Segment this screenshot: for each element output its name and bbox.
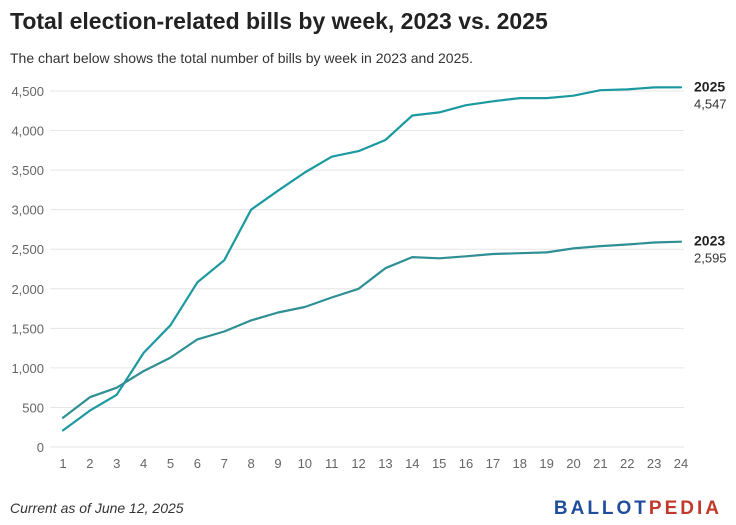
y-tick-label: 1,500 [11,321,44,336]
x-axis: 1 2 3 4 5 6 7 8 9 10 11 12 13 14 15 16 17 18 19 20 21 22 23 24 [59,456,688,471]
y-tick-label: 3,500 [11,163,44,178]
x-tick-label: 15 [432,456,446,471]
y-tick-label: 1,000 [11,361,44,376]
chart-subtitle: The chart below shows the total number o… [10,50,474,66]
x-tick-label: 1 [59,456,66,471]
x-tick-label: 16 [459,456,473,471]
ballotpedia-logo: BALLOTPEDIA [554,498,722,520]
x-tick-label: 20 [566,456,580,471]
x-tick-label: 11 [325,456,339,471]
x-tick-label: 6 [194,456,201,471]
x-tick-label: 22 [620,456,634,471]
x-tick-label: 14 [405,456,419,471]
chart-title: Total election-related bills by week, 20… [10,8,548,34]
series-line-2025 [61,86,683,432]
series-name-label-2023: 2023 [694,233,725,249]
x-tick-label: 18 [513,456,527,471]
logo-part-pedia: PEDIA [648,498,722,519]
series-lines [61,86,683,432]
x-tick-label: 7 [221,456,228,471]
x-tick-label: 12 [351,456,365,471]
x-tick-label: 4 [140,456,147,471]
y-axis: 0 500 1,000 1,500 2,000 2,500 3,000 3,500 4,000 4… [11,84,44,455]
series-value-label-2025: 4,547 [694,96,727,111]
x-tick-label: 10 [298,456,312,471]
x-tick-label: 19 [539,456,553,471]
x-tick-label: 23 [647,456,661,471]
gridlines [50,90,684,448]
series-line-2023 [61,240,683,419]
series-value-label-2023: 2,595 [694,251,727,266]
y-tick-label: 4,000 [11,124,44,139]
x-tick-label: 3 [113,456,120,471]
series-name-label-2025: 2025 [694,78,725,94]
series-end-labels: 2025 4,547 2023 2,595 [694,78,727,265]
footer-note: Current as of June 12, 2025 [10,500,184,516]
x-tick-label: 21 [593,456,607,471]
logo-part-ballot: BALLOT [553,498,649,519]
x-tick-label: 2 [86,456,93,471]
x-tick-label: 5 [167,456,174,471]
y-tick-label: 3,000 [11,203,44,218]
x-tick-label: 8 [247,456,254,471]
y-tick-label: 2,000 [11,282,44,297]
x-tick-label: 9 [274,456,281,471]
y-tick-label: 500 [22,400,44,415]
x-tick-label: 13 [378,456,392,471]
x-tick-label: 17 [486,456,500,471]
x-tick-label: 24 [674,456,688,471]
y-tick-label: 0 [37,440,44,455]
y-tick-label: 4,500 [11,84,44,99]
y-tick-label: 2,500 [11,242,44,257]
